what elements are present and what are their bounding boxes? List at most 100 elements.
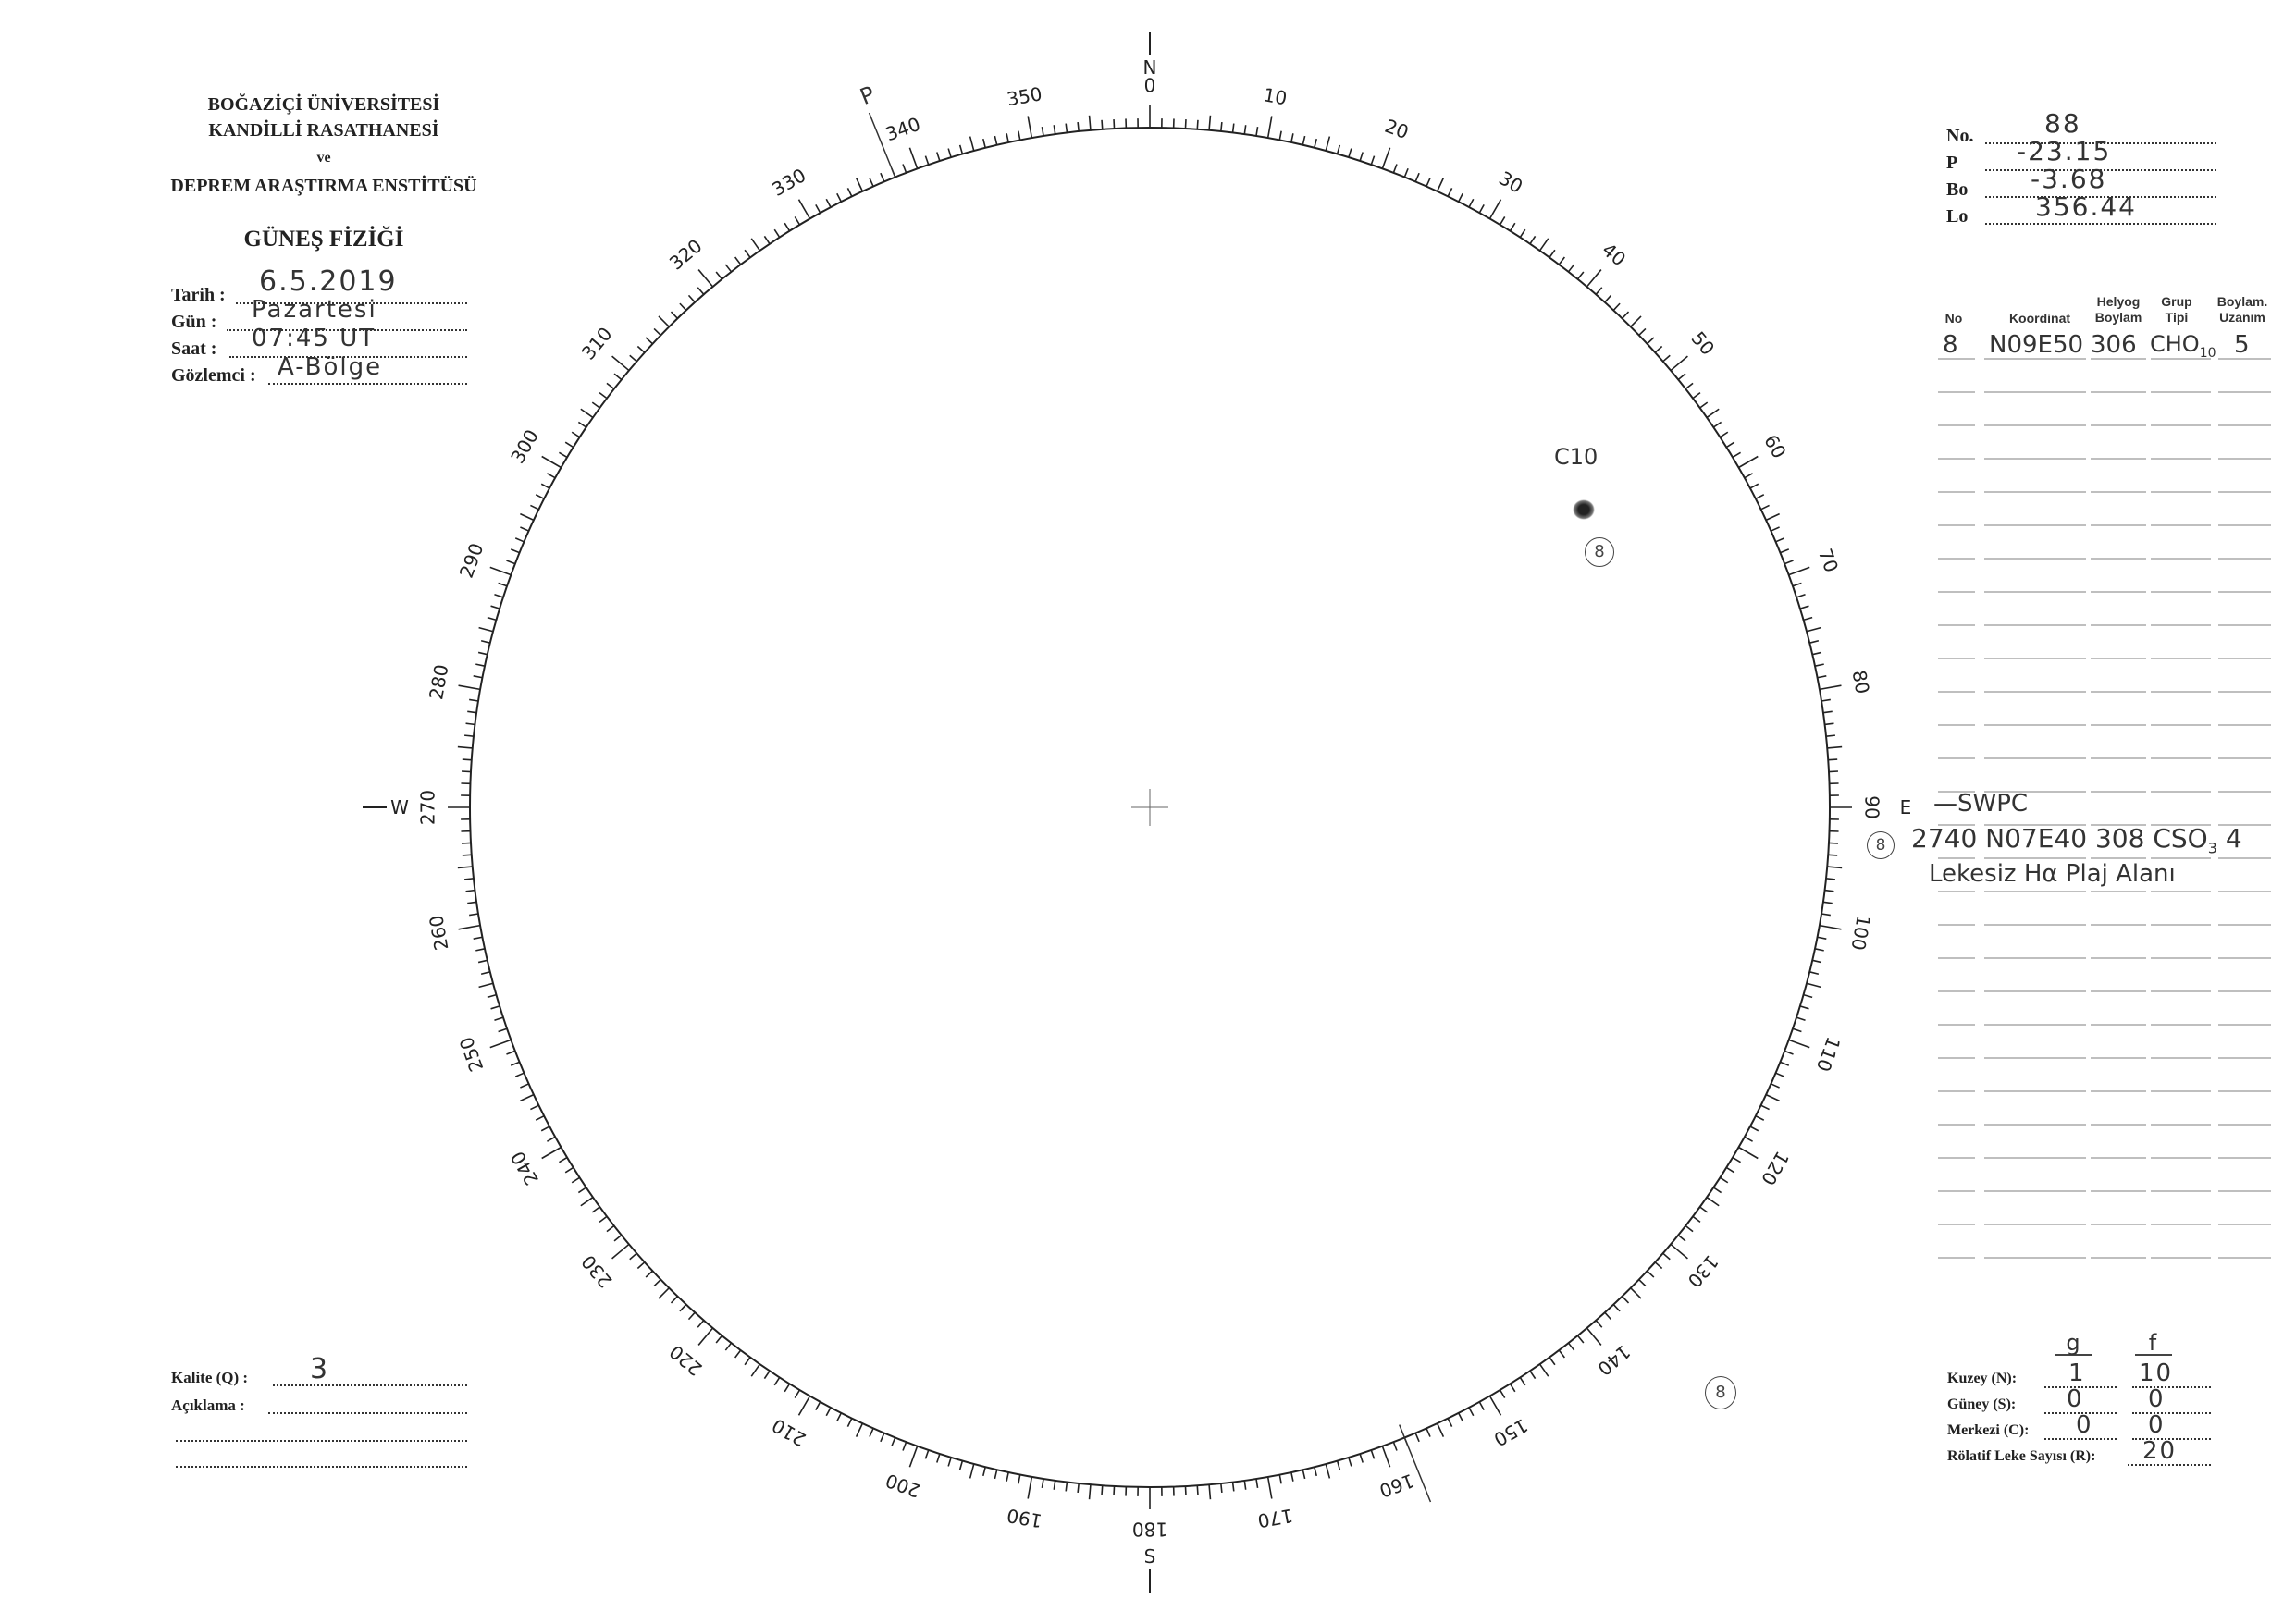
degree-tick: [487, 993, 497, 999]
sunspot-label: C10: [1554, 444, 1599, 470]
degree-tick: [498, 1027, 508, 1033]
degree-tick: [591, 1206, 600, 1213]
degree-tick: [1359, 152, 1364, 162]
degree-tick: [1638, 327, 1647, 337]
degree-label: 280: [425, 663, 452, 702]
degree-tick: [1638, 1278, 1647, 1287]
degree-tick: [564, 1166, 574, 1174]
degree-tick: [613, 373, 623, 381]
degree-tick: [1755, 1114, 1765, 1121]
degree-label: 60: [1759, 431, 1791, 462]
degree-tick: [1784, 560, 1794, 565]
degree-tick: [744, 1357, 751, 1366]
degree-tick: [1771, 1083, 1780, 1089]
degree-tick: [489, 1039, 512, 1049]
degree-tick: [580, 1196, 594, 1207]
degree-tick: [1325, 136, 1331, 152]
degree-tick: [490, 1005, 500, 1010]
degree-tick: [697, 1320, 705, 1328]
time-label: Saat :: [171, 338, 217, 359]
degree-tick: [1468, 198, 1475, 208]
degree-tick: [540, 1126, 550, 1132]
degree-tick: [815, 1401, 821, 1410]
degree-tick: [498, 582, 508, 587]
degree-tick: [480, 639, 491, 644]
degree-tick: [1027, 116, 1033, 139]
degree-tick: [1725, 441, 1735, 449]
degree-label: 70: [1814, 546, 1843, 575]
south-label: Güney (S):: [1947, 1396, 2017, 1412]
degree-tick: [520, 1093, 535, 1102]
degree-tick: [514, 537, 525, 543]
degree-tick: [1359, 1453, 1364, 1463]
degree-tick: [1519, 1376, 1526, 1386]
degree-label: 160: [1376, 1470, 1417, 1503]
degree-tick: [1499, 1389, 1506, 1399]
degree-label: 90: [1861, 795, 1883, 818]
degree-tick: [477, 959, 488, 964]
degree-tick: [1744, 1136, 1753, 1142]
degree-tick: [1101, 119, 1104, 129]
degree-tick: [1760, 1104, 1770, 1111]
degree-tick: [1808, 971, 1820, 976]
degree-tick: [463, 734, 475, 737]
degree-tick: [869, 1428, 874, 1437]
degree-tick: [1677, 373, 1686, 381]
degree-tick: [1654, 345, 1663, 353]
degree-tick: [462, 758, 472, 761]
degree-tick: [763, 1370, 771, 1380]
degree-tick: [1457, 1412, 1463, 1422]
degree-tick: [1824, 889, 1834, 892]
degree-tick: [1692, 392, 1701, 400]
degree-tick: [1529, 1370, 1537, 1380]
center-f: 0: [2148, 1411, 2166, 1439]
degree-tick: [724, 264, 733, 273]
degree-tick: [1027, 1476, 1033, 1499]
degree-tick: [1677, 1234, 1686, 1242]
degree-tick: [520, 526, 529, 532]
degree-tick: [1796, 594, 1806, 598]
degree-label: 140: [1593, 1340, 1635, 1380]
degree-tick: [763, 235, 771, 245]
degree-tick: [1231, 1482, 1235, 1492]
degree-tick: [1699, 1206, 1709, 1213]
degree-tick: [825, 198, 832, 208]
quality-value: 3: [310, 1353, 330, 1385]
degree-tick: [958, 144, 964, 154]
degree-tick: [473, 675, 483, 679]
degree-tick: [606, 1224, 615, 1233]
degree-tick: [1685, 382, 1694, 390]
degree-tick: [1749, 483, 1759, 489]
degree-label: 270: [417, 790, 439, 825]
degree-tick: [679, 1303, 687, 1312]
degree-tick: [1184, 118, 1187, 129]
p-angle-label: P: [857, 81, 879, 110]
degree-tick: [1670, 355, 1688, 372]
bo-label: Bo: [1946, 179, 1969, 200]
degree-tick: [773, 1376, 781, 1386]
degree-tick: [1811, 651, 1822, 656]
degree-tick: [1006, 133, 1009, 143]
degree-tick: [1612, 302, 1621, 312]
relative-sunspot-number: 20: [2142, 1437, 2178, 1465]
row-helio-longitude: 306: [2091, 331, 2137, 359]
degree-tick: [1529, 235, 1537, 245]
degree-tick: [1113, 118, 1116, 129]
degree-tick: [1499, 215, 1506, 226]
east-label: E: [1900, 796, 1912, 818]
degree-tick: [846, 1418, 853, 1427]
col-header-group-type: Grup Tipi: [2161, 294, 2192, 325]
degree-tick: [1231, 123, 1235, 133]
no-label: No.: [1946, 126, 1974, 146]
degree-tick: [1549, 249, 1556, 258]
degree-tick: [1821, 698, 1831, 702]
degree-tick: [1784, 1050, 1794, 1055]
degree-tick: [564, 441, 574, 449]
degree-tick: [846, 188, 853, 197]
degree-tick: [1088, 115, 1092, 130]
degree-tick: [1184, 1485, 1187, 1496]
degree-tick: [480, 971, 491, 976]
degree-tick: [1018, 1474, 1021, 1484]
degree-tick: [1436, 1422, 1445, 1437]
degree-tick: [1208, 115, 1212, 130]
